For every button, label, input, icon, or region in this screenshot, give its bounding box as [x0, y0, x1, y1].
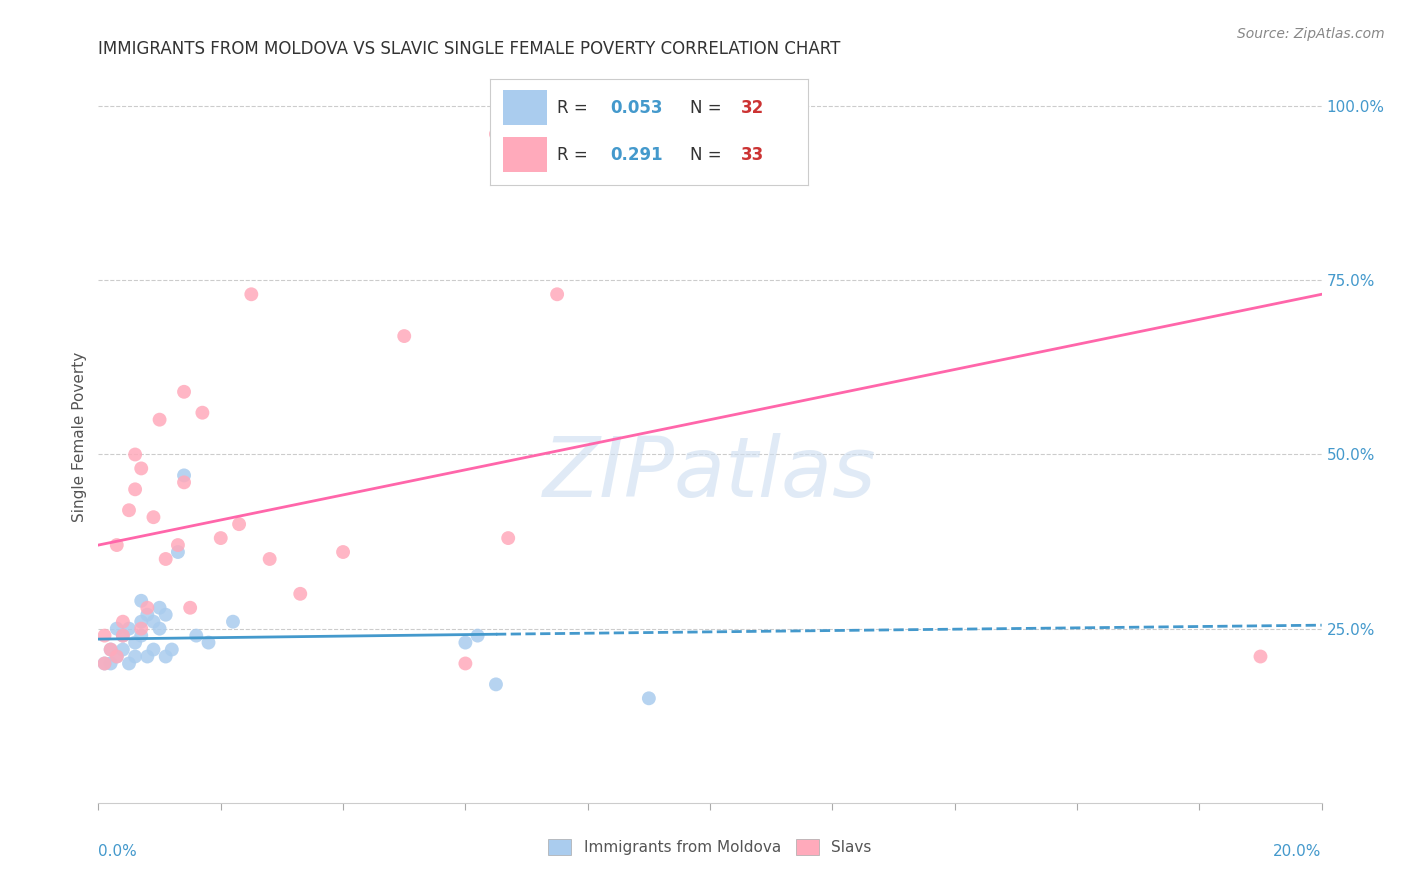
Point	[173, 475, 195, 490]
Point	[191, 406, 214, 420]
Text: 20.0%: 20.0%	[1274, 845, 1322, 859]
Point	[485, 127, 508, 141]
Point	[118, 503, 141, 517]
Point	[93, 657, 115, 671]
Point	[105, 538, 128, 552]
Point	[149, 412, 172, 426]
Point	[111, 642, 134, 657]
Point	[167, 545, 190, 559]
Point	[155, 607, 177, 622]
Point	[167, 538, 190, 552]
Point	[454, 657, 477, 671]
Point	[228, 517, 250, 532]
Text: ZIPatlas: ZIPatlas	[543, 434, 877, 514]
Text: N =: N =	[690, 99, 727, 118]
Point	[467, 629, 489, 643]
Point	[129, 629, 152, 643]
Point	[173, 468, 195, 483]
Text: R =: R =	[557, 99, 593, 118]
Point	[290, 587, 312, 601]
Text: R =: R =	[557, 146, 593, 164]
Point	[124, 448, 146, 462]
Point	[155, 649, 177, 664]
Point	[118, 657, 141, 671]
Point	[179, 600, 201, 615]
Point	[136, 649, 159, 664]
Point	[111, 629, 134, 643]
Point	[129, 615, 152, 629]
Point	[136, 600, 159, 615]
Point	[111, 615, 134, 629]
Point	[105, 649, 128, 664]
Point	[124, 635, 146, 649]
Point	[142, 642, 165, 657]
Point	[173, 384, 195, 399]
Point	[240, 287, 263, 301]
Point	[100, 657, 122, 671]
Point	[129, 622, 152, 636]
Y-axis label: Single Female Poverty: Single Female Poverty	[72, 352, 87, 522]
Point	[105, 649, 128, 664]
Text: IMMIGRANTS FROM MOLDOVA VS SLAVIC SINGLE FEMALE POVERTY CORRELATION CHART: IMMIGRANTS FROM MOLDOVA VS SLAVIC SINGLE…	[98, 40, 841, 58]
Point	[105, 622, 128, 636]
Text: N =: N =	[690, 146, 727, 164]
Point	[637, 691, 661, 706]
Text: Source: ZipAtlas.com: Source: ZipAtlas.com	[1237, 27, 1385, 41]
Point	[197, 635, 219, 649]
Point	[129, 461, 152, 475]
Point	[454, 635, 477, 649]
Point	[186, 629, 208, 643]
Point	[160, 642, 183, 657]
Point	[496, 531, 519, 545]
Point	[93, 657, 115, 671]
Text: 0.053: 0.053	[610, 99, 664, 118]
Legend: Immigrants from Moldova, Slavs: Immigrants from Moldova, Slavs	[543, 833, 877, 861]
Point	[149, 622, 172, 636]
FancyBboxPatch shape	[502, 137, 547, 172]
Point	[332, 545, 354, 559]
Point	[100, 642, 122, 657]
Point	[1249, 649, 1271, 664]
Point	[100, 642, 122, 657]
Point	[93, 629, 115, 643]
Point	[136, 607, 159, 622]
Point	[111, 629, 134, 643]
Point	[546, 287, 568, 301]
Point	[155, 552, 177, 566]
Point	[118, 622, 141, 636]
Point	[209, 531, 232, 545]
Point	[259, 552, 281, 566]
Text: 0.291: 0.291	[610, 146, 664, 164]
FancyBboxPatch shape	[502, 90, 547, 126]
Point	[129, 594, 152, 608]
Text: 0.0%: 0.0%	[98, 845, 138, 859]
Text: 33: 33	[741, 146, 765, 164]
Point	[142, 615, 165, 629]
Point	[222, 615, 245, 629]
Point	[392, 329, 416, 343]
Point	[485, 677, 508, 691]
Point	[142, 510, 165, 524]
Point	[124, 483, 146, 497]
Point	[149, 600, 172, 615]
Text: 32: 32	[741, 99, 765, 118]
Point	[124, 649, 146, 664]
